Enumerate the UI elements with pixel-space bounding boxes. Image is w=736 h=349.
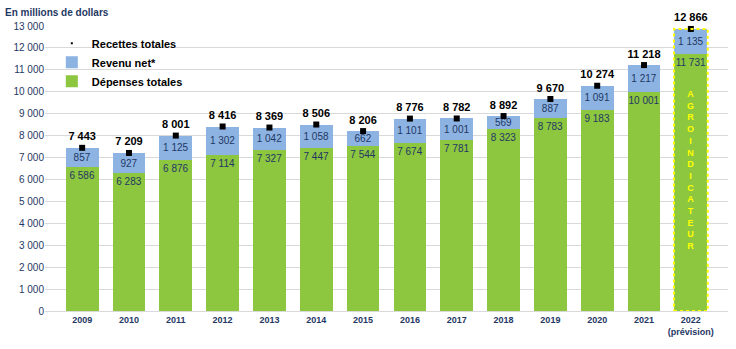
svg-text:7 000: 7 000 — [19, 152, 44, 163]
svg-text:En millions de dollars: En millions de dollars — [5, 7, 109, 18]
svg-text:8 323: 8 323 — [491, 132, 516, 143]
svg-text:AGROINDICATEUR: AGROINDICATEUR — [687, 89, 694, 251]
svg-text:2 000: 2 000 — [19, 262, 44, 273]
svg-text:7 781: 7 781 — [444, 143, 469, 154]
svg-text:7 544: 7 544 — [350, 149, 375, 160]
svg-text:6 000: 6 000 — [19, 174, 44, 185]
svg-text:8 892: 8 892 — [490, 99, 518, 111]
svg-text:7 209: 7 209 — [115, 135, 143, 147]
svg-text:6 586: 6 586 — [69, 170, 94, 181]
svg-text:927: 927 — [120, 158, 137, 169]
svg-text:8 416: 8 416 — [209, 109, 237, 121]
svg-text:7 327: 7 327 — [257, 153, 282, 164]
svg-text:7 443: 7 443 — [68, 130, 96, 142]
svg-text:2021: 2021 — [634, 315, 654, 325]
svg-text:Recettes totales: Recettes totales — [92, 38, 176, 50]
svg-text:2020: 2020 — [587, 315, 607, 325]
svg-text:662: 662 — [355, 133, 372, 144]
svg-text:1 042: 1 042 — [257, 133, 282, 144]
svg-text:Dépenses totales: Dépenses totales — [92, 76, 182, 88]
svg-text:2019: 2019 — [540, 315, 560, 325]
svg-text:2014: 2014 — [306, 315, 326, 325]
svg-text:1 302: 1 302 — [210, 135, 235, 146]
svg-text:6 283: 6 283 — [116, 176, 141, 187]
svg-text:1 058: 1 058 — [304, 131, 329, 142]
svg-text:2011: 2011 — [166, 315, 186, 325]
svg-text:2012: 2012 — [213, 315, 233, 325]
svg-text:8 506: 8 506 — [303, 107, 331, 119]
svg-text:2017: 2017 — [447, 315, 467, 325]
svg-text:3 000: 3 000 — [19, 240, 44, 251]
svg-text:11 218: 11 218 — [628, 48, 661, 60]
svg-text:8 776: 8 776 — [396, 101, 424, 113]
svg-text:11 000: 11 000 — [14, 64, 44, 75]
svg-text:1 001: 1 001 — [444, 124, 469, 135]
svg-text:2010: 2010 — [119, 315, 139, 325]
svg-text:9 000: 9 000 — [19, 108, 44, 119]
svg-text:9 670: 9 670 — [537, 82, 565, 94]
svg-text:8 782: 8 782 — [443, 101, 471, 113]
svg-text:2016: 2016 — [400, 315, 420, 325]
svg-text:2022(prévision): 2022(prévision) — [668, 315, 714, 337]
svg-text:7 447: 7 447 — [304, 151, 329, 162]
svg-text:6 876: 6 876 — [163, 163, 188, 174]
svg-text:1 000: 1 000 — [19, 284, 44, 295]
svg-text:10 001: 10 001 — [629, 95, 660, 106]
svg-text:7 674: 7 674 — [397, 146, 422, 157]
svg-text:857: 857 — [74, 152, 91, 163]
svg-text:2015: 2015 — [353, 315, 373, 325]
svg-text:5 000: 5 000 — [19, 196, 44, 207]
svg-text:8 206: 8 206 — [349, 114, 377, 126]
svg-text:0: 0 — [38, 306, 44, 317]
svg-text:1 217: 1 217 — [631, 73, 656, 84]
svg-text:13 000: 13 000 — [13, 21, 44, 32]
svg-text:4 000: 4 000 — [19, 218, 44, 229]
svg-text:8 000: 8 000 — [19, 130, 44, 141]
svg-text:1 135: 1 135 — [678, 36, 703, 47]
svg-text:2018: 2018 — [494, 315, 514, 325]
svg-text:7 114: 7 114 — [210, 158, 235, 169]
svg-text:1 125: 1 125 — [163, 142, 188, 153]
svg-text:887: 887 — [542, 103, 559, 114]
svg-text:1 101: 1 101 — [397, 125, 422, 136]
svg-text:10 274: 10 274 — [580, 68, 615, 80]
svg-text:8 783: 8 783 — [538, 121, 563, 132]
svg-text:2009: 2009 — [72, 315, 92, 325]
svg-text:11 731: 11 731 — [676, 57, 706, 68]
svg-text:12 866: 12 866 — [674, 11, 708, 23]
svg-text:8 001: 8 001 — [162, 118, 190, 130]
svg-text:12 000: 12 000 — [13, 42, 44, 53]
svg-text:2013: 2013 — [259, 315, 279, 325]
svg-text:8 369: 8 369 — [256, 110, 284, 122]
svg-text:10 000: 10 000 — [13, 86, 44, 97]
svg-text:9 183: 9 183 — [584, 113, 609, 124]
svg-text:569: 569 — [495, 117, 512, 128]
svg-text:Revenu net*: Revenu net* — [92, 57, 156, 69]
svg-text:1 091: 1 091 — [584, 92, 609, 103]
